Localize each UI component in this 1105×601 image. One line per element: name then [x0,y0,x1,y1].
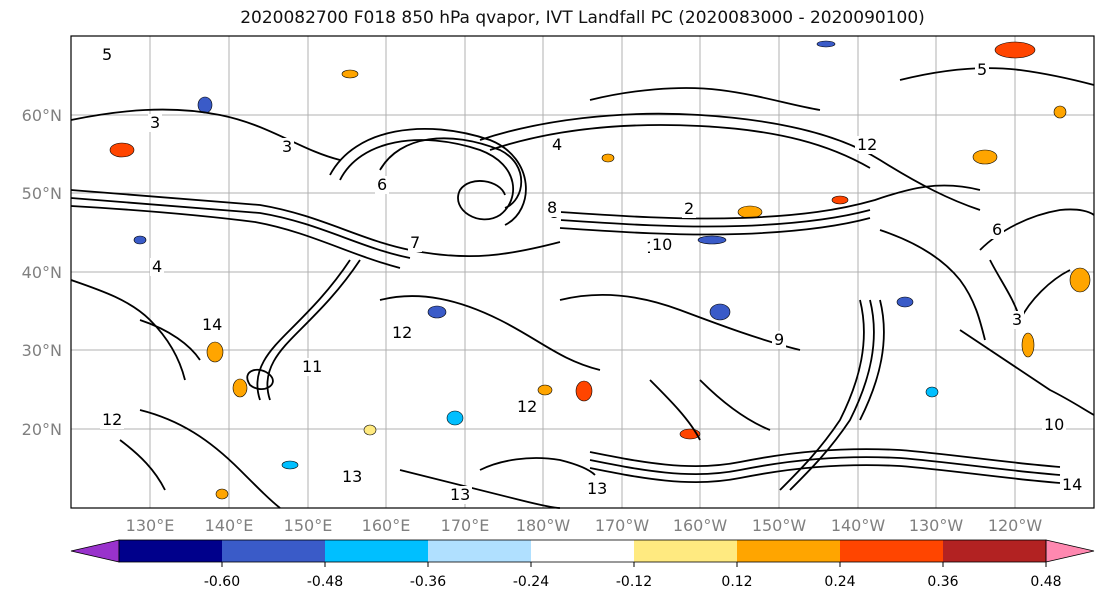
contour-label: 4 [152,257,162,276]
contour-label-bg [390,324,414,342]
longitude-label: 160°W [673,516,728,535]
contour-label-bg [100,46,114,64]
contour-label-bg [100,411,124,429]
colorbar-segment [840,540,943,562]
plot-frame [70,35,1095,509]
colorbar-segment [428,540,531,562]
contour-label: 3 [282,137,292,156]
colorbar-tick-label: 0.24 [824,574,855,590]
latitude-label: 40°N [22,263,62,282]
contour-label-bg [340,468,364,486]
contour-label-bg [515,398,539,416]
longitude-label: 170°E [441,516,490,535]
colorbar-frame [118,539,1047,563]
contour-label: 12 [392,323,412,342]
contour-label: 12 [857,135,877,154]
colorbar-tick-label: 0.36 [927,574,958,590]
colorbar-extend-high [1045,539,1095,563]
latitude-label: 60°N [22,106,62,125]
latitude-label: 30°N [22,341,62,360]
contour-label: 7 [410,233,420,252]
colorbar-extend-low [70,539,120,563]
colorbar-tick-label: -0.12 [616,574,652,590]
colorbar-segment [943,540,1046,562]
contour-label-bg [585,480,609,498]
latitude-labels: 60°N 50°N 40°N 30°N 20°N [22,106,62,439]
contour-label: 13 [450,485,470,504]
contour-label: 2 [684,199,694,218]
contour-label: 13 [587,479,607,498]
contour-label: 10 [1044,415,1064,434]
contour-label-bg [148,114,162,132]
contour-label: 6 [992,220,1002,239]
map-title: 2020082700 F018 850 hPa qvapor, IVT Land… [240,8,925,28]
colorbar-segment [531,540,634,562]
colorbar-tick-label: 0.12 [721,574,752,590]
colorbar-tick-label: -0.60 [204,574,240,590]
colorbar-segment [325,540,428,562]
contour-label-bg [650,236,674,254]
colorbar-tick-label: -0.48 [307,574,343,590]
contour-label: 6 [377,175,387,194]
contour-label-bg [545,199,559,217]
qvapor-anomaly-patches [109,40,1091,500]
contour-labels: 5334268107414121112131210913131465312810 [100,45,1084,504]
contour-label: 5 [977,60,987,79]
latitude-label: 50°N [22,184,62,203]
colorbar-tick-label: -0.24 [513,574,549,590]
contour-label-bg [682,200,696,218]
colorbar-segment [119,540,222,562]
contour-label: 3 [1012,310,1022,329]
longitude-label: 130°E [126,516,175,535]
longitude-label: 140°E [205,516,254,535]
contour-label-bg [1010,311,1024,329]
contour-label: 12 [102,410,122,429]
colorbar-segment [222,540,325,562]
contour-label: 13 [342,467,362,486]
contour-label: 12 [517,397,537,416]
longitude-label: 150°W [752,516,807,535]
longitude-label: 160°E [362,516,411,535]
contour-label-bg [150,258,164,276]
contour-label-bg [375,176,389,194]
contour-label-bg [550,136,564,154]
contour-label-bg [1042,416,1066,434]
contour-label-bg [855,136,879,154]
contour-label: 14 [202,315,222,334]
longitude-label: 150°E [284,516,333,535]
contour-label-bg [1060,476,1084,494]
contour-label: 8 [547,198,557,217]
contour-label: 3 [150,113,160,132]
contour-label: 5 [102,45,112,64]
contour-label: 11 [302,357,322,376]
contour-label: 9 [774,330,784,349]
longitude-label: 130°W [909,516,964,535]
contour-label-bg [448,486,472,504]
longitude-label: 120°W [988,516,1043,535]
colorbar-segment [737,540,840,562]
longitude-label: 180°W [516,516,571,535]
colorbar [70,539,1095,563]
longitude-label: 140°W [831,516,886,535]
contour-label-bg [408,234,422,252]
contour-label-bg [990,221,1004,239]
contour-label: 14 [1062,475,1082,494]
latitude-label: 20°N [22,420,62,439]
contour-label-bg [280,138,294,156]
contour-label-bg [772,331,786,349]
longitude-labels: 130°E 140°E 150°E 160°E 170°E 180°W 170°W 160°W… [126,516,1043,535]
contour-label-bg [200,316,224,334]
colorbar-tick-label: 0.48 [1030,574,1061,590]
colorbar-tick-labels: -0.60 -0.48 -0.36 -0.24 -0.12 0.12 0.24 0.36 0.4… [204,562,1062,590]
longitude-label: 170°W [595,516,650,535]
contour-label-bg [975,61,989,79]
contour-label: 10 [652,235,672,254]
colorbar-segment [634,540,737,562]
contour-label: 4 [552,135,562,154]
contour-label-bg [300,358,324,376]
colorbar-tick-label: -0.36 [410,574,446,590]
